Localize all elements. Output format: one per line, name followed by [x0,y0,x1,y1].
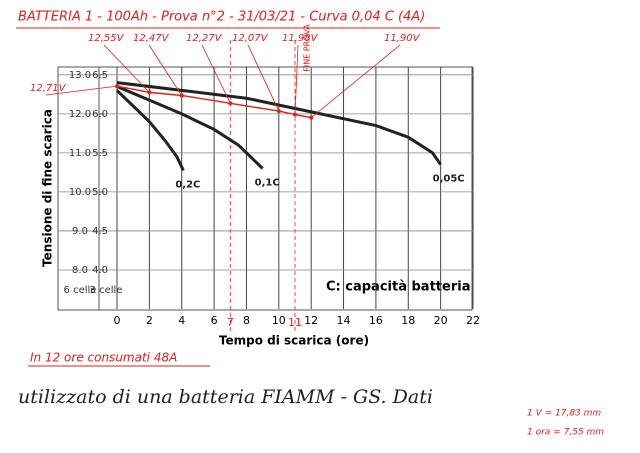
scale-caption: 3 celle [90,285,123,296]
y-tick-label: 10.0 [69,187,91,198]
discharge-curve [116,85,264,170]
consumption-note: In 12 ore consumati 48A [30,351,177,365]
discharge-curve [115,89,185,172]
x-axis-label: Tempo di scarica (ore) [219,334,369,348]
test-point [276,109,281,114]
value-label: 11,98V [282,33,319,44]
capacity-note: C: capacità batteria [326,280,470,295]
leader-line [201,44,231,104]
series-label: 0,05C [433,174,465,185]
x-tick-label: 10 [272,314,286,327]
x-tick-label: 16 [369,314,383,327]
scale-note: 1 V = 17,83 mm [527,409,601,419]
marked-hour-label: 7 [227,316,234,329]
scale-caption: 6 celle [64,285,97,296]
test-point [147,90,152,95]
end-marker: FINE PROVA [303,24,312,72]
y-tick-label: 11.0 [69,148,91,159]
series-label: 0,1C [255,177,280,188]
y-tick-label: 9.0 [72,226,88,237]
x-tick-label: 6 [211,314,218,327]
leader-line [45,85,118,96]
y2-tick-label: 6.0 [92,109,108,120]
leader-line [247,44,280,112]
value-label: 12,27V [186,33,223,44]
x-tick-label: 0 [114,314,121,327]
test-point [293,112,297,117]
test-point [228,101,233,106]
y-tick-label: 8.0 [72,265,88,276]
leader-line [310,44,401,119]
y2-tick-label: 4.0 [92,265,108,276]
x-tick-label: 2 [146,314,153,327]
x-tick-label: 4 [178,314,185,327]
y2-tick-label: 5.0 [92,187,108,198]
x-tick-label: 14 [337,314,351,327]
y2-tick-label: 5.5 [92,148,108,159]
discharge-curve [116,81,442,166]
test-point [115,84,119,89]
page-text: utilizzato di una batteria FIAMM - GS. D… [18,386,433,408]
y2-tick-label: 4.5 [92,226,108,237]
y-axis-label: Tensione di fine scarica [41,109,55,267]
y-tick-label: 13.0 [69,70,91,81]
leader-line [103,44,150,93]
leader-line [148,44,183,96]
value-label: 11,90V [384,33,421,44]
x-tick-label: 12 [304,314,318,327]
value-label: 12,47V [133,33,170,44]
test-point [309,115,314,120]
value-label: 12,71V [30,83,67,94]
test-point [179,93,184,98]
series-label: 0,2C [175,179,200,190]
x-tick-label: 18 [401,314,415,327]
x-tick-label: 8 [243,314,250,327]
x-tick-label: 20 [434,314,448,327]
leader-line [294,44,299,115]
frame [57,66,473,311]
y-tick-label: 12.0 [69,109,91,120]
value-label: 12,55V [88,33,125,44]
title: BATTERIA 1 - 100Ah - Prova n°2 - 31/03/2… [18,10,425,25]
value-label: 12,07V [232,33,269,44]
x-tick-label: 22 [466,314,480,327]
y2-tick-label: 6.5 [92,70,108,81]
marked-hour-label: 11 [288,316,302,329]
scale-note: 1 ora = 7,55 mm [527,428,604,438]
